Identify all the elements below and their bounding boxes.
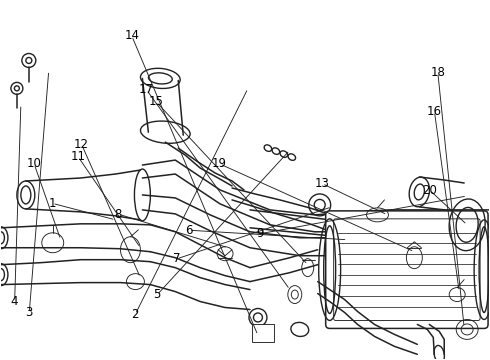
Text: 18: 18 (430, 66, 445, 79)
Text: 17: 17 (139, 83, 154, 96)
Text: 11: 11 (71, 150, 86, 163)
Text: 4: 4 (11, 296, 18, 309)
Text: 1: 1 (49, 197, 56, 210)
Text: 20: 20 (422, 184, 437, 197)
Text: 10: 10 (26, 157, 42, 170)
Text: 9: 9 (256, 227, 264, 240)
Text: 8: 8 (114, 208, 122, 221)
Text: 15: 15 (149, 95, 164, 108)
Text: 7: 7 (173, 252, 180, 265)
Text: 13: 13 (315, 177, 330, 190)
Text: 5: 5 (153, 288, 161, 301)
Text: 3: 3 (25, 306, 33, 319)
Bar (252, 324, 274, 342)
Text: 14: 14 (124, 29, 139, 42)
Text: 6: 6 (185, 224, 193, 237)
Text: 2: 2 (131, 308, 139, 321)
Text: 12: 12 (74, 138, 89, 150)
Text: 19: 19 (212, 157, 227, 170)
Text: 16: 16 (427, 105, 442, 118)
FancyBboxPatch shape (326, 211, 488, 328)
